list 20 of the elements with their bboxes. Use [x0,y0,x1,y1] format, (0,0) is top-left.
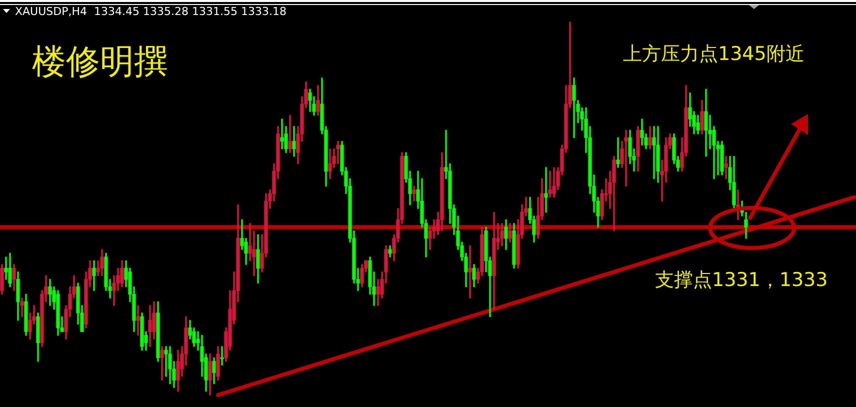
candlestick [220,346,224,366]
text: 楼修明撰 [32,42,168,82]
candlestick [548,170,552,198]
candlestick [724,156,728,179]
candlestick [652,126,656,179]
candlestick [4,256,8,280]
candlestick [572,78,576,138]
annotation: 上方压力点1345附近 [623,43,804,65]
candlestick [288,114,292,153]
candlestick [624,130,628,186]
candlestick [468,245,472,298]
text: XAUUSDP,H4 1334.45 1335.28 1331.55 1333.18 [15,5,286,18]
candlestick [544,167,548,213]
candlestick [616,137,620,168]
candlestick [336,141,340,164]
annotation: 支撑点1331，1333 [655,269,828,291]
candlestick [280,118,284,150]
candlestick [20,298,24,317]
candlestick [136,305,140,336]
candlestick [160,346,164,380]
